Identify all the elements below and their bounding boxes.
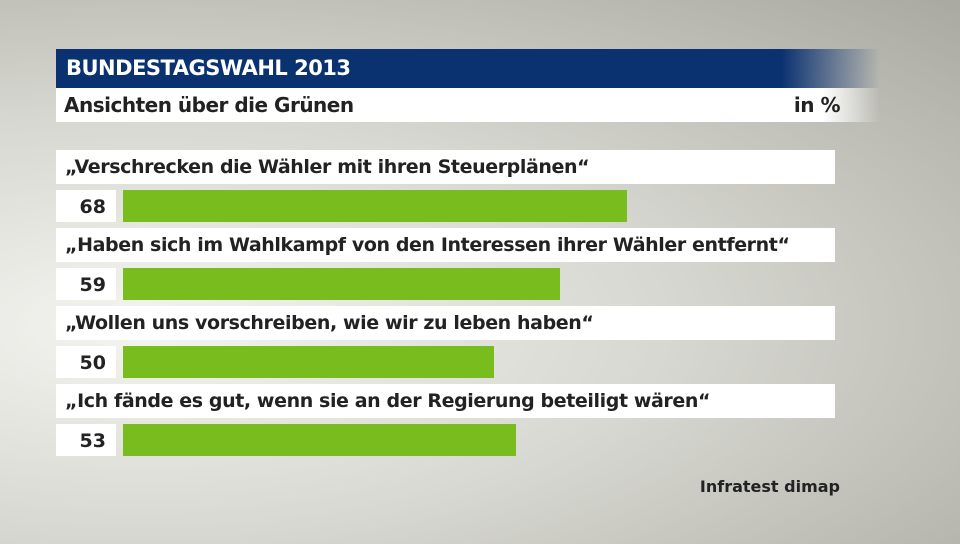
category-label: „Verschrecken die Wähler mit ihren Steue… xyxy=(56,150,835,184)
value-label: 59 xyxy=(56,268,116,300)
chart-subtitle: Ansichten über die Grünen in % xyxy=(56,88,880,122)
value-label: 68 xyxy=(56,190,116,222)
value-label: 50 xyxy=(56,346,116,378)
category-label: „Ich fände es gut, wenn sie an der Regie… xyxy=(56,384,835,418)
chart-header: BUNDESTAGSWAHL 2013 xyxy=(56,49,880,88)
value-label: 53 xyxy=(56,424,116,456)
subtitle-text: Ansichten über die Grünen xyxy=(64,93,354,117)
source-label: Infratest dimap xyxy=(699,477,840,496)
bar xyxy=(123,190,627,222)
category-label: „Haben sich im Wahlkampf von den Interes… xyxy=(56,228,835,262)
category-label: „Wollen uns vorschreiben, wie wir zu leb… xyxy=(56,306,835,340)
unit-label: in % xyxy=(793,93,841,117)
bar xyxy=(123,346,494,378)
bar xyxy=(123,424,516,456)
bar xyxy=(123,268,561,300)
